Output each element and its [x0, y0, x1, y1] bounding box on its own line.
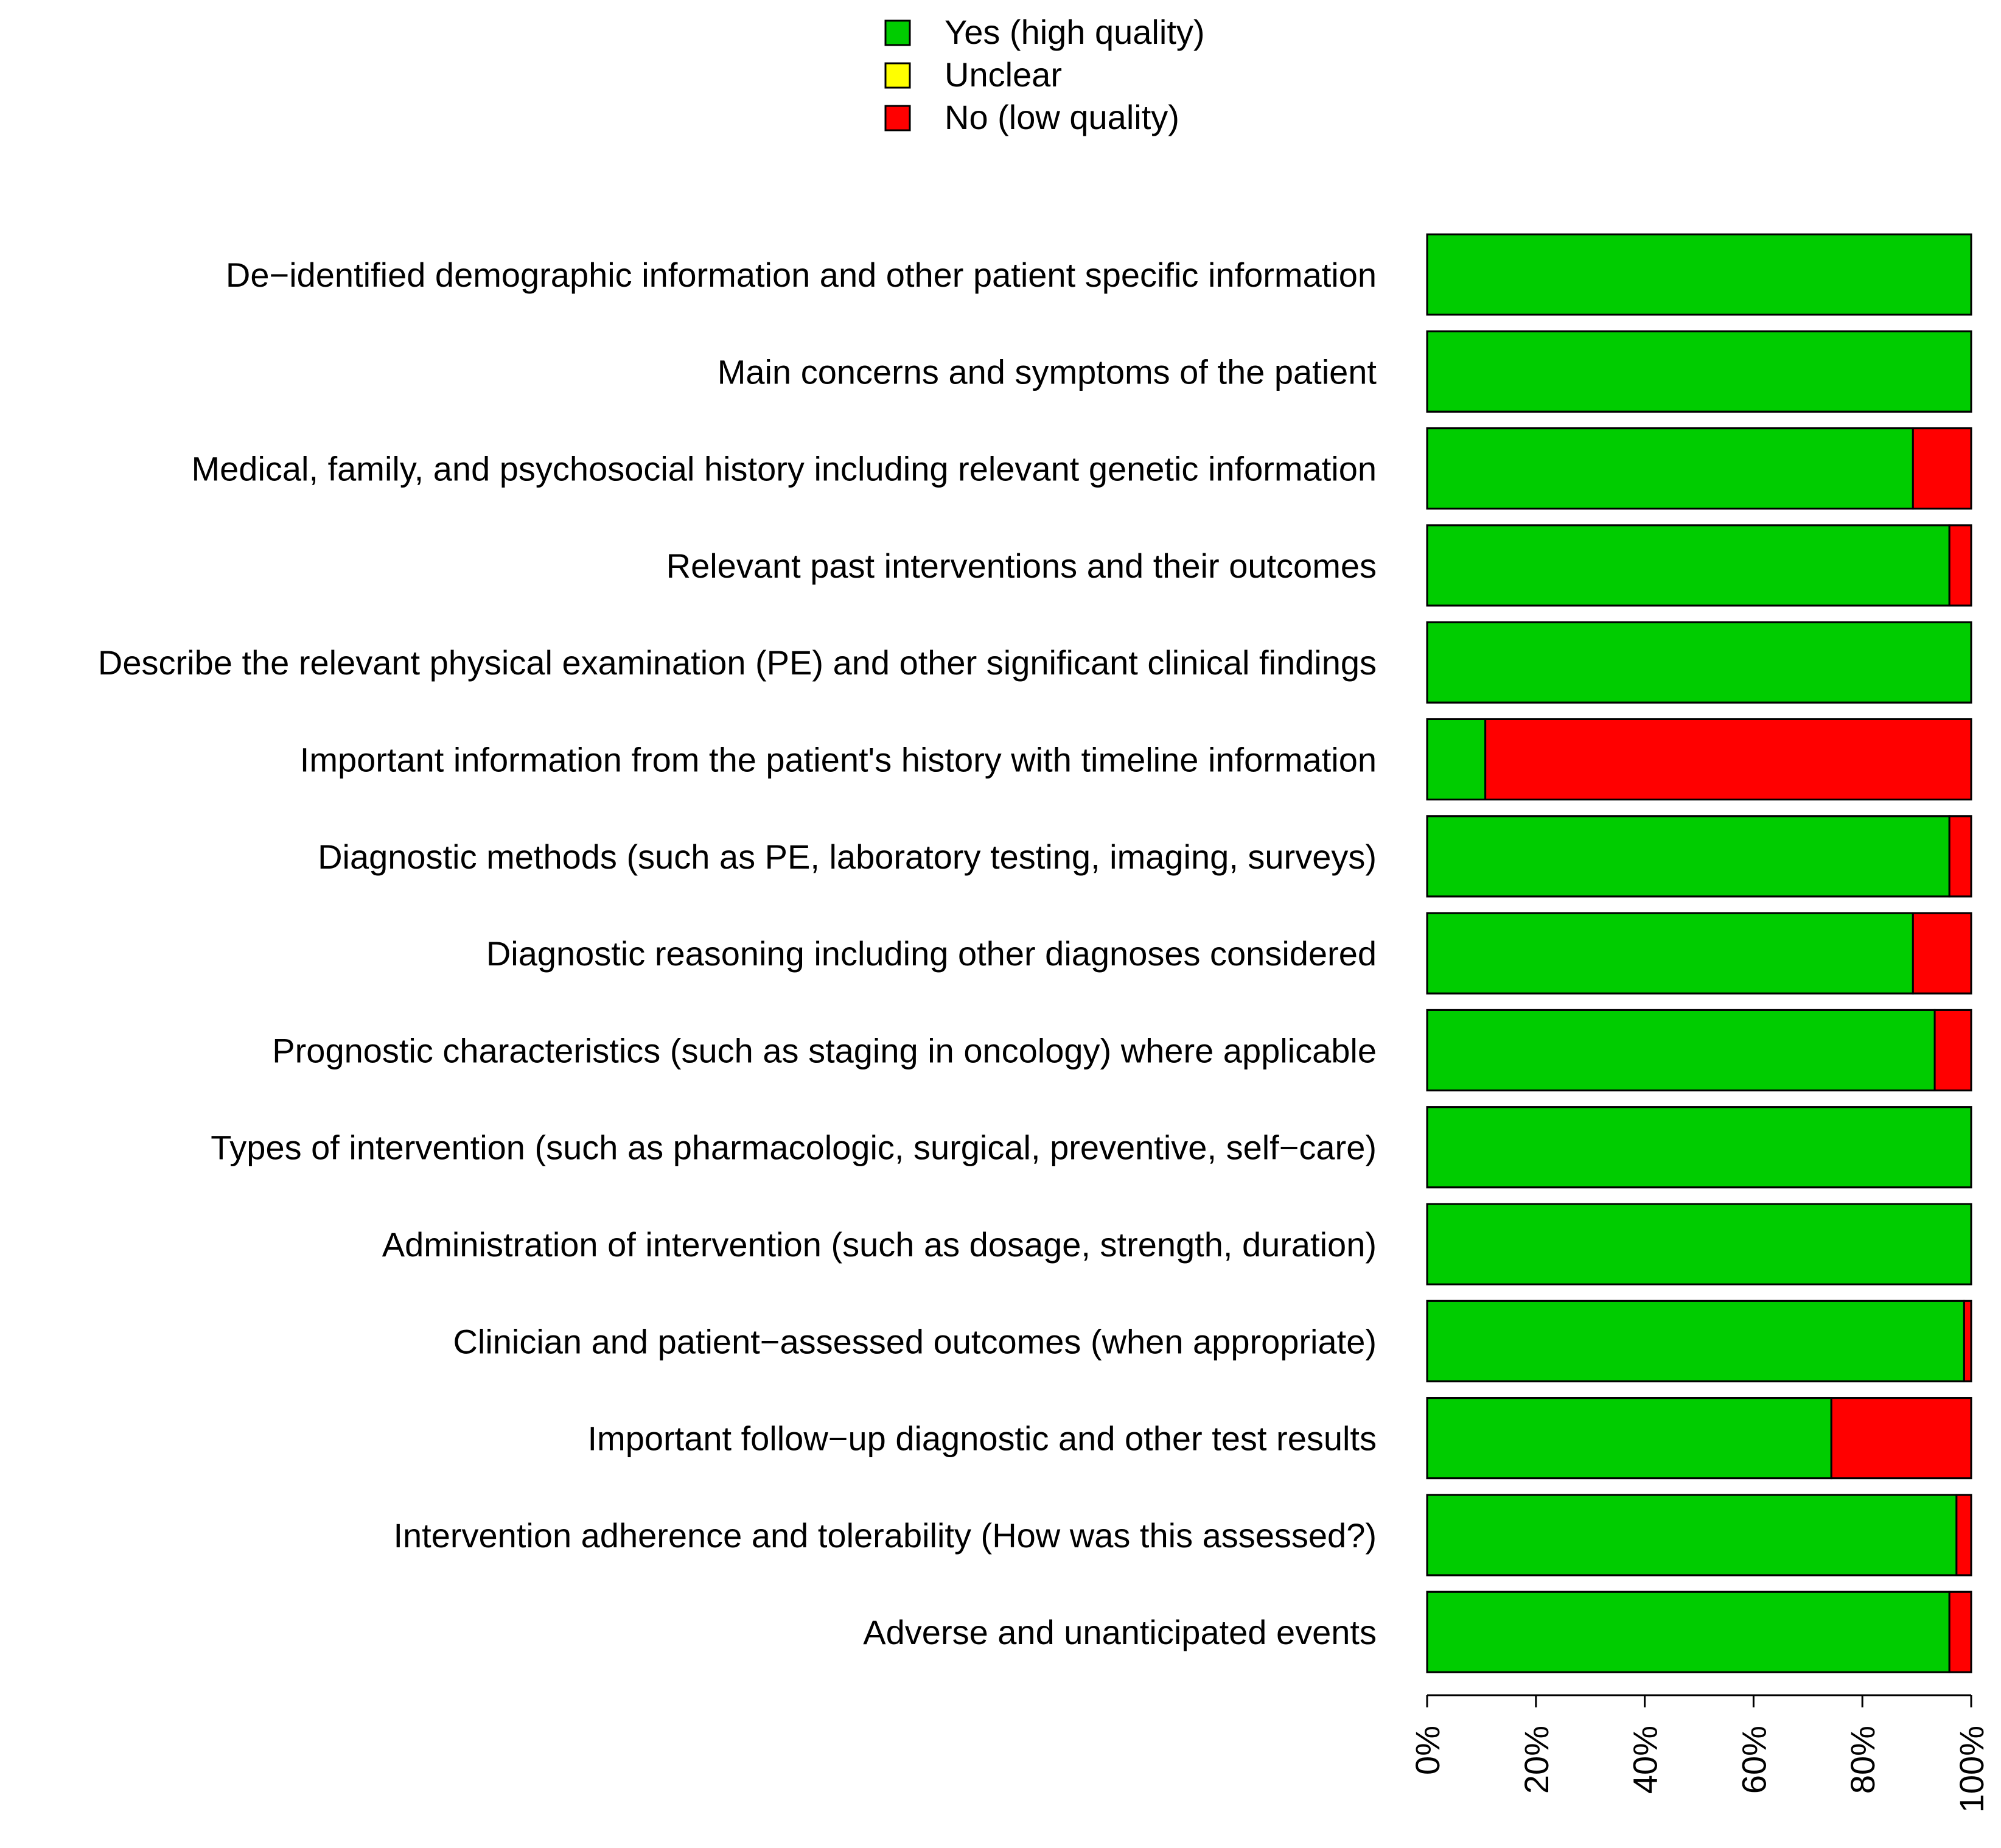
x-tick-label-5: 100%: [1952, 1726, 1991, 1813]
x-tick-label-4: 80%: [1843, 1726, 1882, 1794]
category-label-4: Describe the relevant physical examinati…: [98, 643, 1377, 682]
legend-label-0: Yes (high quality): [945, 13, 1205, 51]
category-label-1: Main concerns and symptoms of the patien…: [718, 352, 1377, 391]
bar-segment-14-2: [1948, 1591, 1972, 1673]
bar-segment-3-0: [1426, 524, 1950, 607]
bar-segment-2-2: [1912, 427, 1972, 510]
category-label-11: Clinician and patient−assessed outcomes …: [453, 1322, 1377, 1360]
legend: Yes (high quality) Unclear No (low quality…: [884, 13, 1205, 136]
x-tick-label-1: 20%: [1517, 1726, 1556, 1794]
bar-segment-8-0: [1426, 1009, 1936, 1091]
bar-frame-9: [1426, 1106, 1972, 1189]
category-label-3: Relevant past interventions and their ou…: [666, 547, 1377, 585]
category-label-9: Types of intervention (such as pharmacol…: [211, 1129, 1377, 1167]
bar-frame-10: [1426, 1203, 1972, 1286]
bar-frame-0: [1426, 233, 1972, 316]
bar-frame-6: [1426, 815, 1972, 898]
bar-segment-3-2: [1948, 524, 1972, 607]
bar-segment-9-0: [1426, 1106, 1972, 1189]
bar-segment-11-2: [1963, 1300, 1972, 1382]
legend-swatch-0: [884, 19, 911, 46]
bar-segment-5-2: [1484, 718, 1972, 800]
legend-label-2: No (low quality): [945, 98, 1179, 136]
bar-frame-14: [1426, 1591, 1972, 1673]
bar-segment-10-0: [1426, 1203, 1972, 1286]
bar-segment-7-0: [1426, 912, 1914, 995]
bars: [1426, 233, 1972, 1673]
bar-frame-1: [1426, 330, 1972, 413]
bar-segment-11-0: [1426, 1300, 1965, 1382]
category-labels: De−identified demographic information an…: [98, 256, 1377, 1651]
category-label-0: De−identified demographic information an…: [226, 256, 1377, 294]
category-label-13: Intervention adherence and tolerability …: [393, 1516, 1377, 1555]
bar-segment-12-0: [1426, 1397, 1832, 1480]
bar-segment-5-0: [1426, 718, 1487, 800]
bar-segment-8-2: [1933, 1009, 1972, 1091]
category-label-12: Important follow−up diagnostic and other…: [587, 1419, 1377, 1458]
bar-segment-12-2: [1830, 1397, 1972, 1480]
bar-segment-0-0: [1426, 233, 1972, 316]
bar-frame-13: [1426, 1494, 1972, 1577]
bar-frame-12: [1426, 1397, 1972, 1480]
bar-frame-4: [1426, 621, 1972, 704]
bar-frame-3: [1426, 524, 1972, 607]
bar-segment-14-0: [1426, 1591, 1950, 1673]
bar-segment-1-0: [1426, 330, 1972, 413]
category-label-5: Important information from the patient's…: [300, 741, 1377, 779]
legend-swatch-1: [884, 62, 911, 89]
category-label-10: Administration of intervention (such as …: [382, 1225, 1377, 1264]
category-label-7: Diagnostic reasoning including other dia…: [486, 934, 1377, 973]
bar-segment-7-2: [1912, 912, 1972, 995]
legend-label-1: Unclear: [945, 55, 1062, 94]
legend-swatch-2: [884, 105, 911, 131]
bar-segment-13-2: [1955, 1494, 1972, 1577]
x-axis: 0% 20% 40% 60% 80% 100%: [1408, 1694, 1991, 1813]
bar-frame-7: [1426, 912, 1972, 995]
category-label-6: Diagnostic methods (such as PE, laborato…: [318, 838, 1377, 876]
bar-segment-13-0: [1426, 1494, 1958, 1577]
bar-frame-2: [1426, 427, 1972, 510]
x-tick-label-0: 0%: [1408, 1726, 1447, 1775]
bar-frame-11: [1426, 1300, 1972, 1382]
bar-segment-4-0: [1426, 621, 1972, 704]
bar-frame-5: [1426, 718, 1972, 800]
category-label-14: Adverse and unanticipated events: [863, 1613, 1377, 1651]
bar-segment-6-0: [1426, 815, 1950, 898]
category-label-2: Medical, family, and psychosocial histor…: [192, 450, 1377, 488]
category-label-8: Prognostic characteristics (such as stag…: [272, 1031, 1377, 1069]
bar-frame-8: [1426, 1009, 1972, 1091]
x-tick-label-2: 40%: [1626, 1726, 1664, 1794]
bar-segment-2-0: [1426, 427, 1914, 510]
x-tick-label-3: 60%: [1734, 1726, 1773, 1794]
bar-segment-6-2: [1948, 815, 1972, 898]
